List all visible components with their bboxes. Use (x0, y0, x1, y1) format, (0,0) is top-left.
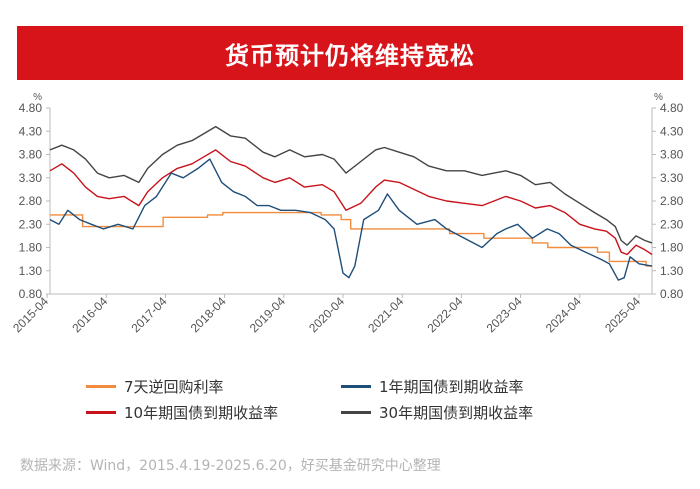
legend-item-10y-treasury: 10年期国债到期收益率 (86, 402, 278, 423)
chart-title-banner: 货币预计仍将维持宽松 (17, 26, 683, 80)
y-tick-label-left: 2.30 (19, 217, 43, 231)
y-tick-label-right: 2.80 (660, 194, 684, 208)
x-tick-label: 2018-04 (188, 294, 229, 335)
y-unit-left: % (33, 92, 42, 103)
y-tick-label-left: 1.80 (19, 241, 43, 255)
y-tick-label-right: 1.80 (660, 241, 684, 255)
legend-label-10y-treasury: 10年期国债到期收益率 (124, 404, 279, 422)
legend-swatch-10y-treasury (86, 411, 116, 414)
chart-title: 货币预计仍将维持宽松 (225, 41, 475, 70)
y-tick-label-right: 1.30 (660, 264, 684, 278)
legend: 7天逆回购利率 1年期国债到期收益率 10年期国债到期收益率 30年期国债到期收… (86, 376, 646, 428)
x-tick-label: 2022-04 (424, 294, 465, 335)
y-tick-label-left: 2.80 (19, 194, 43, 208)
legend-item-30y-treasury: 30年期国债到期收益率 (341, 402, 533, 423)
x-tick-label: 2024-04 (543, 294, 584, 335)
y-tick-label-left: 4.30 (19, 124, 43, 138)
axes-layer (46, 107, 656, 298)
x-tick-label: 2025-04 (602, 294, 643, 335)
series-line-1 (49, 158, 653, 281)
x-tick-label: 2017-04 (129, 294, 170, 335)
legend-item-1y-treasury: 1年期国债到期收益率 (341, 376, 524, 397)
series-line-2 (49, 149, 653, 256)
series-layer (49, 125, 653, 281)
legend-label-30y-treasury: 30年期国债到期收益率 (379, 404, 534, 422)
y-tick-label-left: 4.80 (19, 101, 43, 115)
series-line-0 (50, 211, 652, 267)
y-tick-label-right: 3.80 (660, 148, 684, 162)
legend-swatch-30y-treasury (341, 411, 371, 414)
legend-swatch-1y-treasury (341, 385, 371, 388)
y-tick-label-right: 4.30 (660, 124, 684, 138)
legend-item-7d-reverse-repo: 7天逆回购利率 (86, 376, 224, 397)
x-tick-label: 2016-04 (69, 294, 110, 335)
y-tick-label-right: 2.30 (660, 217, 684, 231)
legend-swatch-7d-reverse-repo (86, 385, 116, 388)
y-tick-label-left: 1.30 (19, 264, 43, 278)
legend-label-1y-treasury: 1年期国债到期收益率 (379, 378, 524, 396)
data-source-note: 数据来源：Wind，2015.4.19-2025.6.20，好买基金研究中心整理 (20, 458, 441, 474)
x-tick-label: 2019-04 (247, 294, 288, 335)
x-tick-label: 2020-04 (306, 294, 347, 335)
line-chart: % %4.80 4.804.30 4.303.80 3.803.30 3.302.80 2.… (10, 92, 684, 335)
y-tick-label-left: 3.80 (19, 148, 43, 162)
x-tick-label: 2023-04 (484, 294, 525, 335)
y-tick-label-right: 0.80 (660, 287, 684, 301)
series-line-3 (49, 125, 653, 246)
x-tick-label: 2021-04 (365, 294, 406, 335)
y-tick-label-right: 3.30 (660, 171, 684, 185)
y-tick-label-right: 4.80 (660, 101, 684, 115)
y-tick-label-left: 3.30 (19, 171, 43, 185)
y-unit-right: % (654, 92, 663, 103)
y-tick-label-left: 0.80 (19, 287, 43, 301)
axis-labels-layer: % %4.80 4.804.30 4.303.80 3.803.30 3.302.80 2.… (10, 92, 684, 335)
legend-label-7d-reverse-repo: 7天逆回购利率 (124, 378, 224, 396)
